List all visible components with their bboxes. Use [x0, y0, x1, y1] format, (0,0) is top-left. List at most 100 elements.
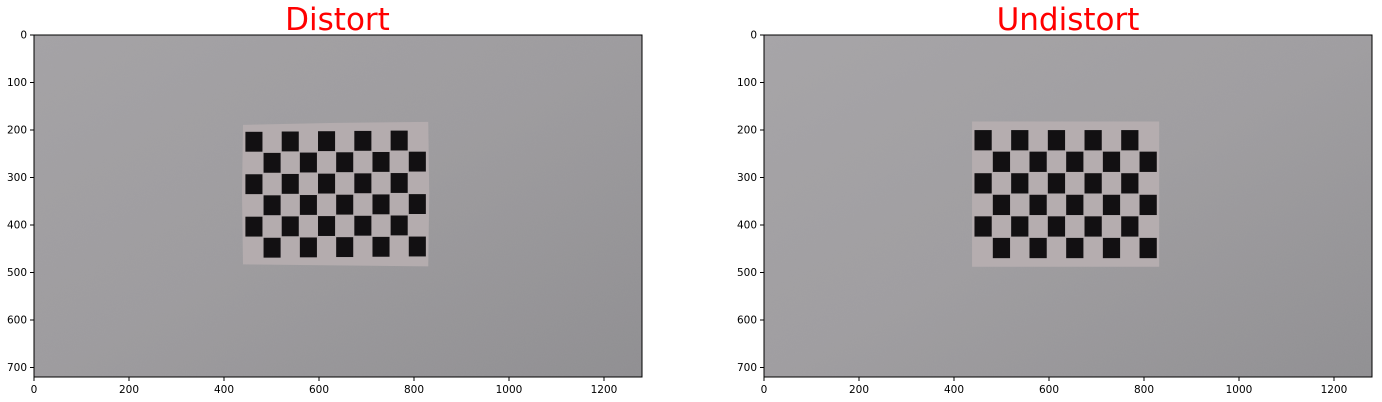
- checkerboard-square: [1121, 173, 1139, 194]
- x-tick-label: 400: [944, 384, 964, 396]
- checkerboard-square: [1102, 237, 1121, 259]
- checkerboard-square: [1084, 216, 1102, 237]
- checkerboard-square: [336, 237, 354, 258]
- undistort-panel: Undistort 0 200 400 600 800 1000 1200 0 100 200 3…: [737, 2, 1373, 396]
- distort-image-area: [33, 34, 643, 378]
- checkerboard-square: [299, 237, 317, 258]
- distort-panel-title: Distort: [285, 2, 390, 38]
- y-tick-label: 300: [737, 172, 757, 184]
- y-tick-label: 400: [737, 220, 757, 232]
- x-tick-label: 0: [31, 384, 38, 396]
- checkerboard-square: [1102, 194, 1121, 216]
- checkerboard-square: [1047, 216, 1066, 237]
- x-tick-label: 800: [404, 384, 424, 396]
- y-tick-label: 700: [737, 362, 757, 374]
- x-tick-label: 600: [309, 384, 329, 396]
- checkerboard-square: [1066, 237, 1084, 259]
- checkerboard-square: [245, 216, 263, 237]
- y-tick-label: 400: [7, 220, 27, 232]
- checkerboard-square: [974, 216, 992, 237]
- checkerboard-square: [372, 194, 390, 215]
- y-tick-label: 500: [737, 267, 757, 279]
- checkerboard-square: [336, 194, 354, 215]
- checkerboard-square: [992, 237, 1011, 259]
- y-tick-label: 200: [7, 125, 27, 137]
- x-tick-label: 1200: [591, 384, 618, 396]
- checkerboard-square: [299, 195, 317, 215]
- checkerboard-square: [1066, 151, 1084, 172]
- checkerboard-square: [1029, 237, 1047, 259]
- checkerboard-square: [336, 152, 354, 173]
- checkerboard-square: [992, 151, 1011, 172]
- x-tick-label: 200: [119, 384, 139, 396]
- checkerboard-square: [263, 195, 281, 216]
- y-tick-label: 300: [7, 172, 27, 184]
- checkerboard-square: [354, 173, 372, 194]
- checkerboard-square: [354, 215, 372, 236]
- checkerboard-square: [318, 216, 336, 236]
- checkerboard-square: [1102, 151, 1121, 172]
- undistort-y-axis: 0 100 200 300 400 500 600 700: [737, 30, 764, 374]
- checkerboard-square: [408, 194, 426, 214]
- y-tick-label: 200: [737, 125, 757, 137]
- checkerboard-square: [263, 237, 281, 258]
- distort-x-axis: 0 200 400 600 800 1000 1200: [31, 377, 618, 396]
- checkerboard-square: [1047, 130, 1066, 151]
- y-tick-label: 700: [7, 362, 27, 374]
- x-tick-label: 1000: [1226, 384, 1253, 396]
- x-tick-label: 1200: [1321, 384, 1348, 396]
- checkerboard-square: [1084, 130, 1102, 151]
- undistort-image-area: [763, 34, 1373, 378]
- checkerboard-square: [1011, 216, 1029, 237]
- x-tick-label: 400: [214, 384, 234, 396]
- checkerboard-square: [281, 173, 299, 194]
- checkerboard-square: [1084, 173, 1102, 194]
- checkerboard-square: [281, 131, 299, 152]
- checkerboard-square: [1121, 130, 1139, 151]
- checkerboard-square: [318, 131, 336, 152]
- checkerboard-square: [354, 130, 372, 151]
- x-tick-label: 0: [761, 384, 768, 396]
- checkerboard-square: [992, 194, 1011, 216]
- checkerboard-square: [408, 236, 426, 257]
- checkerboard-square: [390, 173, 408, 193]
- checkerboard-square: [1066, 194, 1084, 216]
- x-tick-label: 800: [1134, 384, 1154, 396]
- checkerboard-square: [1011, 130, 1029, 151]
- checkerboard-square: [390, 215, 408, 236]
- checkerboard-square: [1139, 194, 1157, 216]
- y-tick-label: 600: [7, 315, 27, 327]
- checkerboard-square: [390, 130, 408, 151]
- y-tick-label: 500: [7, 267, 27, 279]
- axes-frame: [763, 34, 1373, 378]
- distort-y-axis: 0 100 200 300 400 500 600 700: [7, 30, 34, 374]
- y-tick-label: 0: [750, 30, 757, 42]
- checkerboard-square: [263, 152, 281, 173]
- y-tick-label: 100: [7, 77, 27, 89]
- x-tick-label: 1000: [496, 384, 523, 396]
- undistort-panel-title: Undistort: [997, 2, 1140, 38]
- checkerboard-square: [245, 174, 263, 195]
- checkerboard-square: [974, 130, 992, 151]
- checkerboard-square: [1029, 194, 1047, 216]
- checkerboard-square: [1139, 237, 1157, 259]
- distort-panel: Distort 0 200 400 600 800 1000 1200 0 100 200 300…: [7, 2, 643, 396]
- axes-frame: [33, 34, 643, 378]
- checkerboard-square: [1121, 216, 1139, 237]
- checkerboard-square: [318, 173, 336, 194]
- checkerboard-square: [245, 131, 263, 152]
- checkerboard-square: [974, 173, 992, 194]
- checkerboard-square: [281, 216, 299, 237]
- y-tick-label: 600: [737, 315, 757, 327]
- y-tick-label: 100: [737, 77, 757, 89]
- checkerboard-square: [1029, 151, 1047, 172]
- x-tick-label: 200: [849, 384, 869, 396]
- checkerboard-square: [408, 151, 426, 172]
- checkerboard-square: [372, 236, 390, 257]
- checkerboard-square: [1011, 173, 1029, 194]
- checkerboard-square: [299, 152, 317, 173]
- checkerboard-square: [1047, 173, 1066, 194]
- x-tick-label: 600: [1039, 384, 1059, 396]
- checkerboard-square: [372, 151, 390, 172]
